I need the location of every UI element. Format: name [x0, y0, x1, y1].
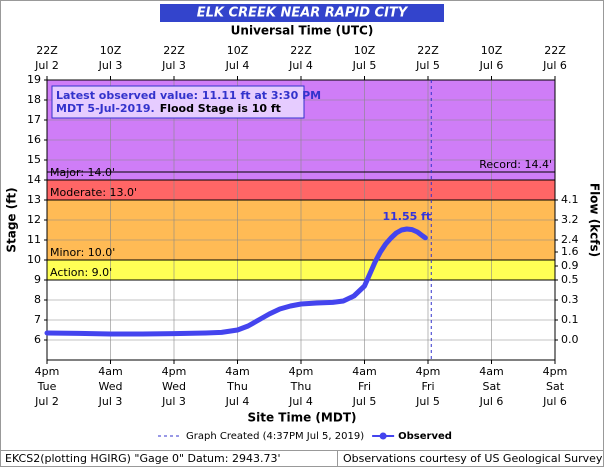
y-tick-label: 18: [27, 93, 41, 106]
y-tick-label: 8: [34, 293, 41, 306]
top-x-tick-label: 22Z Jul 2: [34, 44, 59, 72]
stage-label: Action: 9.0': [50, 266, 112, 279]
y2-tick-label: 0.3: [561, 293, 579, 306]
y2-tick-label: 2.4: [561, 233, 579, 246]
x-tick-label: 4pm Wed Jul 3: [161, 365, 186, 408]
top-x-tick-label: 10Z Jul 4: [225, 44, 250, 72]
legend-created: Graph Created (4:37PM Jul 5, 2019): [186, 431, 364, 442]
y2-axis-title: Flow (kcfs): [588, 183, 602, 257]
y-axis-title: Stage (ft): [5, 187, 19, 252]
stage-label: Moderate: 13.0': [50, 186, 137, 199]
x-axis-title: Site Time (MDT): [248, 411, 357, 425]
stage-label: Minor: 10.0': [50, 246, 115, 259]
top-axis-title: Universal Time (UTC): [231, 24, 374, 38]
footer-right: Observations courtesy of US Geological S…: [343, 452, 603, 465]
observed-line: [44, 226, 428, 337]
top-x-tick-label: 10Z Jul 3: [98, 44, 123, 72]
title-bar: [160, 4, 444, 22]
y-tick-label: 10: [27, 253, 41, 266]
y-tick-label: 6: [34, 333, 41, 346]
record-label: Record: 14.4': [479, 158, 552, 171]
y-tick-label: 12: [27, 213, 41, 226]
y2-tick-label: 0.0: [561, 333, 579, 346]
info-line: Latest observed value: 11.11 ft at 3:30 …: [56, 89, 321, 102]
top-x-tick-label: 22Z Jul 5: [415, 44, 440, 72]
y-tick-label: 16: [27, 133, 41, 146]
top-x-tick-label: 22Z Jul 6: [542, 44, 567, 72]
y-tick-label: 7: [34, 313, 41, 326]
y-tick-label: 11: [27, 233, 41, 246]
x-tick-label: 4pm Sat Jul 6: [542, 365, 567, 408]
x-tick-label: 4am Sat Jul 6: [479, 365, 504, 408]
x-tick-label: 4am Thu Jul 4: [225, 365, 250, 408]
x-tick-label: 4pm Tue Jul 2: [34, 365, 59, 408]
y2-tick-label: 0.5: [561, 273, 579, 286]
legend-observed-dot: [379, 432, 387, 440]
x-tick-label: 4am Fri Jul 5: [352, 365, 377, 408]
top-x-tick-label: 22Z Jul 3: [161, 44, 186, 72]
top-x-tick-label: 10Z Jul 5: [352, 44, 377, 72]
footer-left: EKCS2(plotting HGIRG) "Gage 0" Datum: 29…: [5, 452, 280, 465]
y-tick-label: 14: [27, 173, 41, 186]
y-tick-label: 9: [34, 273, 41, 286]
chart-title: ELK CREEK NEAR RAPID CITY: [197, 6, 409, 21]
y2-tick-label: 4.1: [561, 193, 579, 206]
info-box: [51, 85, 305, 119]
y-tick-label: 13: [27, 193, 41, 206]
x-tick-label: 4am Wed Jul 3: [98, 365, 123, 408]
peak-label: 11.55 ft: [382, 210, 431, 223]
y-tick-label: 19: [27, 73, 41, 86]
y2-tick-label: 0.9: [561, 259, 579, 272]
x-tick-label: 4pm Thu Jul 4: [288, 365, 313, 408]
legend-observed: Observed: [398, 431, 452, 442]
y-tick-label: 15: [27, 153, 41, 166]
y2-tick-label: 3.2: [561, 213, 579, 226]
x-tick-label: 4pm Fri Jul 5: [415, 365, 440, 408]
info-line: Flood Stage is 10 ft: [160, 102, 281, 115]
y2-tick-label: 0.1: [561, 313, 579, 326]
y-tick-label: 17: [27, 113, 41, 126]
y2-tick-label: 1.6: [561, 245, 579, 258]
top-x-tick-label: 22Z Jul 4: [288, 44, 313, 72]
top-x-tick-label: 10Z Jul 6: [479, 44, 504, 72]
info-line: MDT 5-Jul-2019.: [56, 102, 155, 115]
